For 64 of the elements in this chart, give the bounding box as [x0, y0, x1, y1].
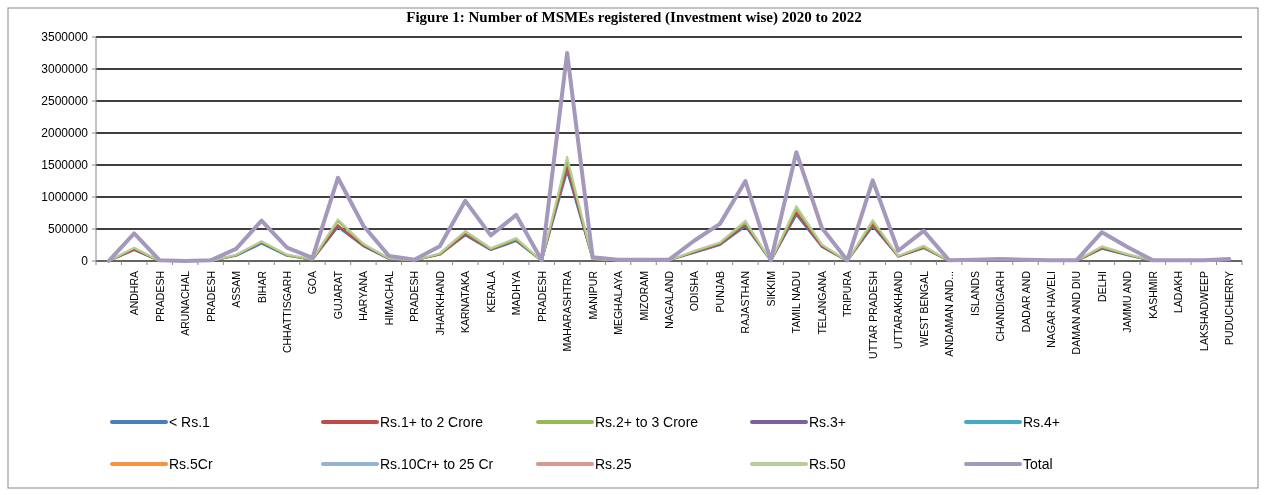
- x-tick-label: HIMACHAL: [382, 270, 395, 326]
- x-tick-label: ISLANDS: [968, 271, 981, 316]
- y-tick-label: 3000000: [41, 62, 89, 77]
- x-tick-label: LAKSHADWEEP: [1197, 271, 1210, 351]
- x-tick-label: ODISHA: [688, 271, 701, 312]
- legend-label: Rs.5Cr: [169, 455, 213, 472]
- x-tick-label: GUJARAT: [331, 270, 344, 320]
- x-tick-label: JAMMU AND: [1121, 270, 1134, 333]
- y-tick-label: 1000000: [41, 190, 89, 205]
- x-tick-label: BIHAR: [255, 270, 268, 304]
- x-tick-label: KERALA: [484, 271, 497, 313]
- legend-label: Rs.50: [809, 455, 846, 472]
- x-tick-label: NAGAR HAVELI: [1045, 271, 1057, 348]
- x-tick-label: DADAR AND: [1019, 270, 1032, 333]
- x-tick-label: PRADESH: [535, 271, 548, 322]
- x-tick-label: LADAKH: [1172, 271, 1185, 314]
- legend-label: Rs.25: [595, 455, 632, 472]
- legend-label: Rs.4+: [1023, 413, 1060, 430]
- legend-label: Rs.2+ to 3 Crore: [595, 413, 699, 430]
- x-tick-label: PRADESH: [204, 271, 217, 322]
- y-tick-label: 2500000: [41, 94, 89, 109]
- x-tick-label: MEGHALAYA: [612, 271, 625, 335]
- x-tick-label: MIZORAM: [637, 271, 650, 321]
- x-tick-label: ANDHRA: [128, 271, 141, 316]
- legend-label: Rs.3+: [809, 413, 846, 430]
- y-tick-label: 3500000: [41, 30, 89, 45]
- chart-title: Figure 1: Number of MSMEs registered (Investment wise) 2020 to 2022: [406, 9, 862, 26]
- y-tick-label: 0: [81, 254, 89, 269]
- x-tick-label: ANDAMAN AND...: [943, 271, 956, 357]
- x-tick-label: CHANDIGARH: [994, 271, 1007, 342]
- x-tick-label: DAMAN AND DIU: [1070, 271, 1083, 355]
- x-tick-label: PUDUCHERRY: [1223, 271, 1236, 345]
- x-tick-label: MANIPUR: [586, 270, 599, 320]
- x-tick-label: MADHYA: [510, 271, 523, 316]
- legend-label: Total: [1023, 455, 1053, 472]
- x-tick-label: CHHATTISGARH: [281, 271, 293, 354]
- legend-label: < Rs.1: [169, 413, 211, 430]
- x-tick-label: DELHI: [1095, 271, 1108, 302]
- x-tick-label: TAMIL NADU: [790, 271, 803, 334]
- x-tick-label: HARYANA: [357, 271, 370, 321]
- x-tick-label: TRIPURA: [841, 271, 854, 318]
- legend-label: Rs.1+ to 2 Crore: [380, 413, 484, 430]
- x-tick-label: GOA: [306, 271, 319, 295]
- x-tick-label: UTTAR PRADESH: [866, 271, 879, 359]
- x-tick-label: MAHARASHTRA: [561, 271, 574, 352]
- line-series: [106, 51, 1232, 263]
- x-tick-label: KASHMIR: [1146, 270, 1159, 319]
- x-tick-label: RAJASTHAN: [739, 271, 752, 334]
- x-tick-label: KARNATAKA: [459, 271, 472, 334]
- y-tick-label: 500000: [47, 222, 89, 237]
- x-tick-label: ASSAM: [230, 271, 243, 308]
- x-tick-label: PRADESH: [408, 271, 421, 322]
- legend-label: Rs.10Cr+ to 25 Cr: [380, 455, 494, 472]
- x-tick-label: SIKKIM: [764, 271, 777, 307]
- x-tick-label: PUNJAB: [713, 271, 726, 313]
- x-tick-label: TELANGANA: [815, 271, 828, 335]
- y-tick-label: 1500000: [41, 158, 89, 173]
- y-tick-label: 2000000: [41, 126, 89, 141]
- x-tick-label: WEST BENGAL: [917, 270, 930, 347]
- x-tick-label: JHARKHAND: [433, 270, 446, 336]
- x-tick-label: NAGALAND: [663, 270, 675, 329]
- x-tick-label: ARUNACHAL: [179, 270, 192, 336]
- x-tick-label: UTTARAKHAND: [892, 270, 905, 349]
- x-tick-label: PRADESH: [153, 271, 166, 322]
